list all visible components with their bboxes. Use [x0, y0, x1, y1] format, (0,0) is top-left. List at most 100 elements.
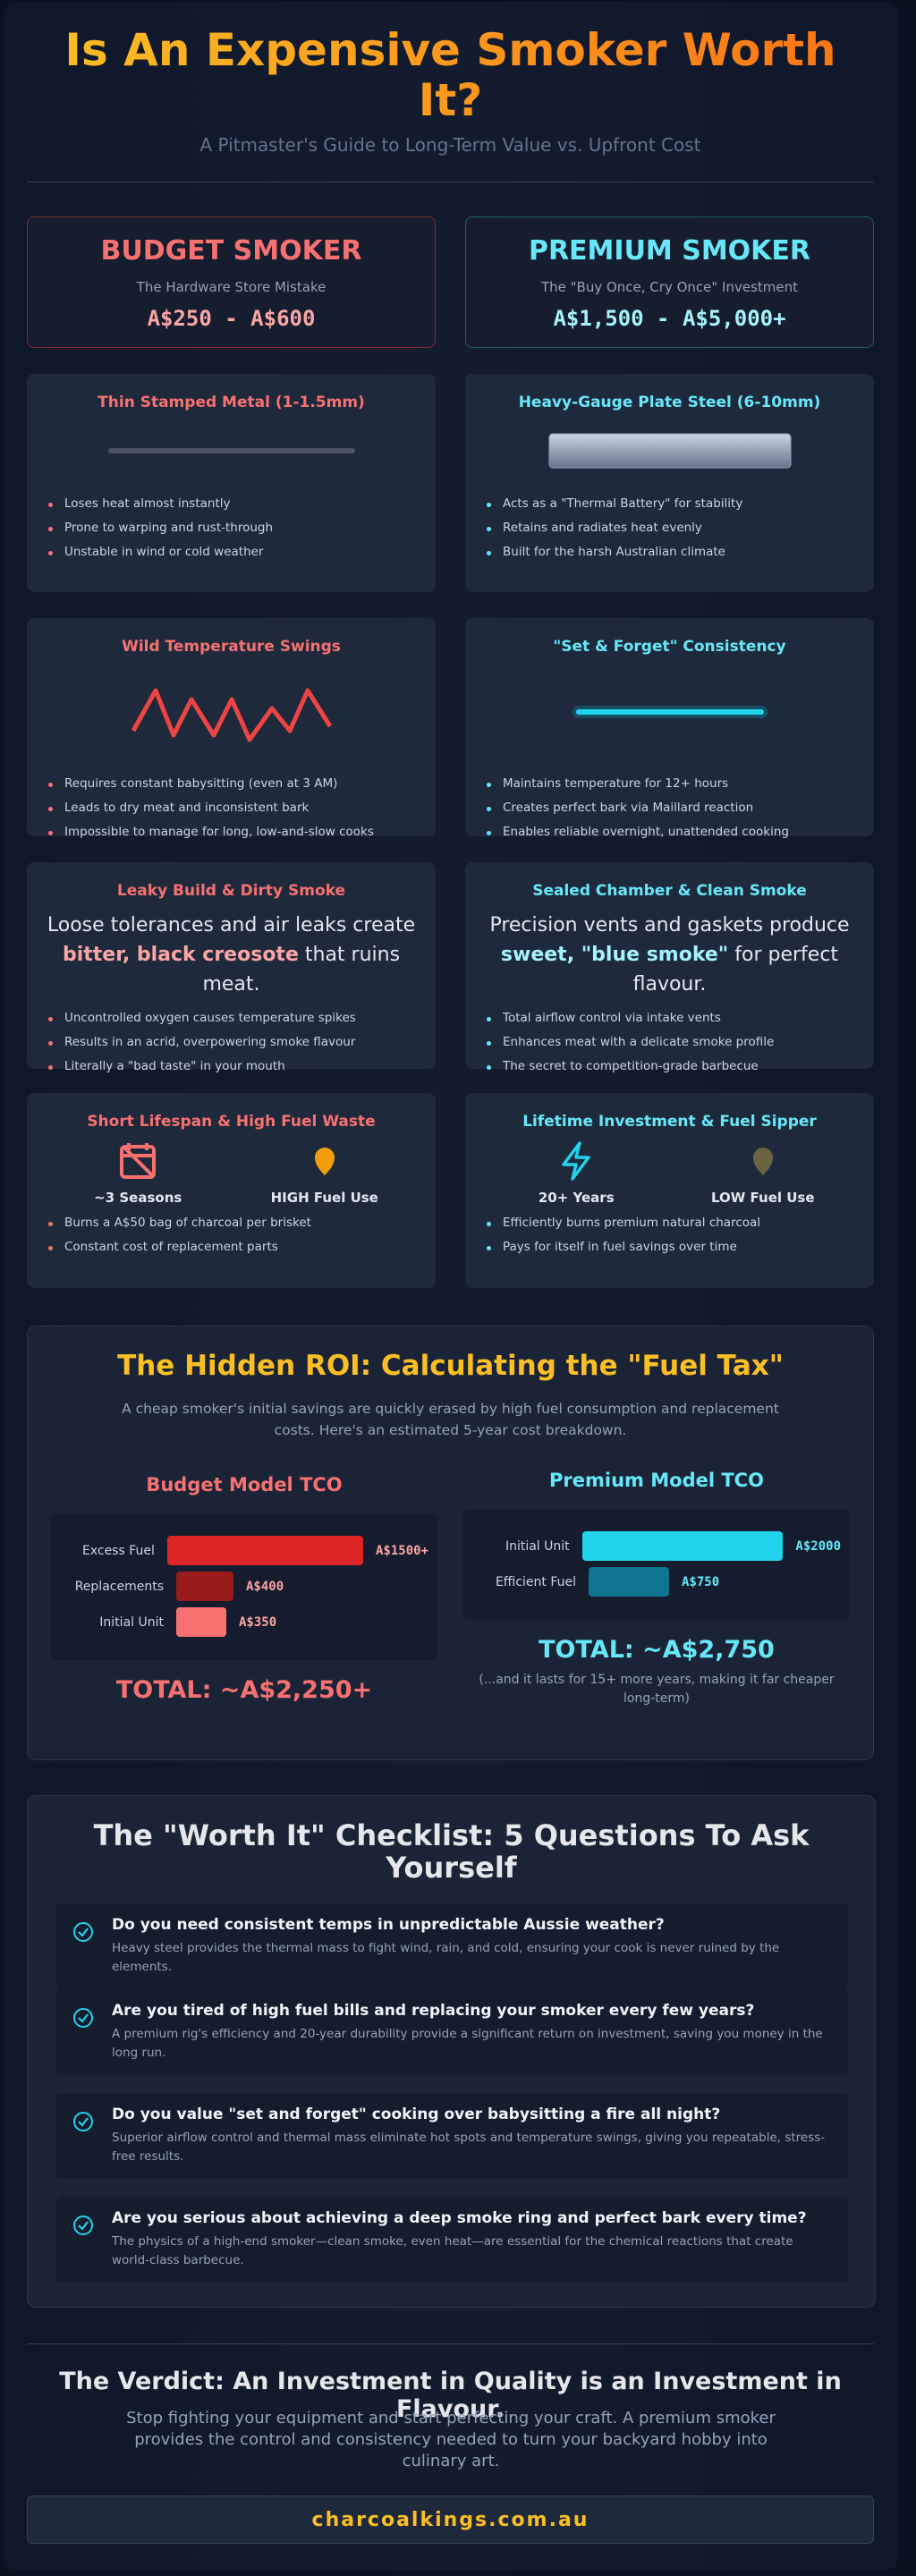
checklist-section: The "Worth It" Checklist: 5 Questions To…: [27, 1795, 876, 2308]
site-link[interactable]: charcoalkings.com.au: [311, 2508, 589, 2531]
stat-icon: [53, 1140, 223, 1184]
bullet: Burns a A$50 bag of charcoal per brisket: [48, 1211, 418, 1235]
stat-icon: [678, 1140, 848, 1184]
divider: [27, 2343, 874, 2344]
comparison-row: Leaky Build & Dirty Smoke Loose tolerance…: [27, 862, 874, 1073]
checklist-item: Are you tired of high fuel bills and rep…: [56, 1989, 848, 2075]
tier-price: A$1,500 - A$5,000+: [553, 306, 786, 331]
stat: LOW Fuel Use: [678, 1140, 848, 1206]
bar-value-label: A$400: [246, 1579, 284, 1594]
tier-row: BUDGET SMOKER The Hardware Store Mistake A…: [27, 216, 874, 348]
intro-part: for perfect flavour.: [632, 944, 839, 996]
highlight: bitter, black creosote: [62, 944, 299, 966]
bar: [581, 1531, 784, 1561]
tier-tagline: The Hardware Store Mistake: [136, 279, 327, 295]
bullet: Creates perfect bark via Maillard reacti…: [487, 796, 856, 820]
bar-label: Initial Unit: [99, 1614, 164, 1630]
intro-text: Loose tolerances and air leaks create bi…: [45, 911, 418, 999]
bar-label: Initial Unit: [505, 1538, 570, 1554]
bar-label: Efficient Fuel: [495, 1574, 576, 1589]
bullet: Constant cost of replacement parts: [48, 1235, 418, 1259]
bar-row: Excess Fuel A$1500+: [60, 1533, 428, 1569]
card-title: Lifetime Investment & Fuel Sipper: [522, 1113, 817, 1131]
bullet-list: Loses heat almost instantly Prone to warp…: [45, 492, 418, 564]
bullet: The secret to competition-grade barbecue: [487, 1055, 856, 1079]
bar: [589, 1567, 669, 1597]
check-icon: [72, 2215, 94, 2240]
budget-card: Short Lifespan & High Fuel Waste ~3 Seaso…: [27, 1093, 436, 1288]
intro-part: Loose tolerances and air leaks create: [47, 914, 416, 936]
question: Do you value "set and forget" cooking ov…: [112, 2106, 721, 2123]
bullet: Retains and radiates heat evenly: [487, 516, 856, 540]
illustration: [483, 415, 856, 487]
bar-value-label: A$750: [682, 1574, 720, 1589]
check-icon: [72, 2007, 94, 2032]
tier-price: A$250 - A$600: [147, 306, 316, 331]
illustration: [45, 659, 418, 767]
checklist-item: Do you need consistent temps in unpredic…: [56, 1903, 848, 1989]
question: Are you serious about achieving a deep s…: [112, 2209, 807, 2227]
stat: 20+ Years: [491, 1140, 661, 1206]
checklist-title: The "Worth It" Checklist: 5 Questions To…: [93, 1818, 810, 1885]
comparison-row: Wild Temperature Swings Requires constant…: [27, 618, 874, 839]
roi-title: The Hidden ROI: Calculating the "Fuel Ta…: [117, 1350, 784, 1382]
bar-row: Initial Unit A$2000: [472, 1529, 841, 1564]
answer: A premium rig's efficiency and 20-year d…: [112, 2027, 823, 2060]
stats: ~3 Seasons HIGH Fuel Use: [45, 1140, 418, 1206]
budget-card: Wild Temperature Swings Requires constant…: [27, 618, 436, 839]
bar-value-label: A$350: [239, 1614, 277, 1630]
bar-value-label: A$1500+: [375, 1543, 428, 1558]
stat-icon: [491, 1140, 661, 1184]
bullet: Acts as a "Thermal Battery" for stabilit…: [487, 492, 856, 516]
premium-card: Sealed Chamber & Clean Smoke Precision ve…: [465, 862, 874, 1073]
card-title: Short Lifespan & High Fuel Waste: [87, 1113, 376, 1131]
card-title: Wild Temperature Swings: [122, 638, 341, 656]
bullet: Maintains temperature for 12+ hours: [487, 772, 856, 796]
comparison-row: Thin Stamped Metal (1-1.5mm) Loses heat a…: [27, 374, 874, 592]
bullet-list: Maintains temperature for 12+ hours Creat…: [483, 772, 856, 844]
tco-total: TOTAL: ~A$2,250+: [115, 1675, 373, 1704]
bar-row: Efficient Fuel A$750: [472, 1564, 841, 1600]
bar: [166, 1536, 363, 1565]
tco-title: Premium Model TCO: [549, 1469, 764, 1491]
title: Is An Expensive Smoker Worth It?: [27, 25, 874, 125]
bullet: Prone to warping and rust-through: [48, 516, 418, 540]
illustration: [483, 659, 856, 767]
subtitle: A Pitmaster's Guide to Long-Term Value v…: [199, 134, 701, 156]
checklist-item: Do you value "set and forget" cooking ov…: [56, 2093, 848, 2179]
tier-label: PREMIUM SMOKER: [528, 235, 811, 267]
tier-tagline: The "Buy Once, Cry Once" Investment: [540, 279, 799, 295]
bullet-list: Total airflow control via intake vents En…: [483, 1006, 856, 1079]
bar: [176, 1572, 233, 1601]
bullet: Impossible to manage for long, low-and-s…: [48, 820, 418, 844]
bullet-list: Uncontrolled oxygen causes temperature s…: [45, 1006, 418, 1079]
stat-label: 20+ Years: [538, 1190, 615, 1206]
premium-header: PREMIUM SMOKER The "Buy Once, Cry Once" I…: [465, 216, 874, 348]
budget-tco: Budget Model TCO Excess Fuel A$1500+ Replac…: [51, 1474, 437, 1704]
infographic: Is An Expensive Smoker Worth It? A Pitmas…: [4, 2, 898, 2571]
tco-total: TOTAL: ~A$2,750: [539, 1635, 775, 1664]
check-icon: [72, 2111, 94, 2136]
bullet: Uncontrolled oxygen causes temperature s…: [48, 1006, 418, 1030]
bar-value-label: A$2000: [795, 1538, 841, 1554]
stat-label: ~3 Seasons: [94, 1190, 182, 1206]
comparison-row: Short Lifespan & High Fuel Waste ~3 Seaso…: [27, 1093, 874, 1288]
stat-label: HIGH Fuel Use: [270, 1190, 378, 1206]
answer: The physics of a high-end smoker—clean s…: [112, 2234, 793, 2267]
verdict-text: Stop fighting your equipment and start p…: [126, 2409, 776, 2470]
bar-label: Replacements: [74, 1579, 164, 1594]
roi-columns: Budget Model TCO Excess Fuel A$1500+ Replac…: [51, 1441, 850, 1736]
intro-part: that ruins meat.: [202, 944, 401, 996]
bar: [176, 1607, 226, 1637]
footer: charcoalkings.com.au: [27, 2496, 874, 2544]
bullet: Built for the harsh Australian climate: [487, 540, 856, 564]
roi-section: The Hidden ROI: Calculating the "Fuel Ta…: [27, 1326, 874, 1760]
check-icon: [72, 1921, 94, 1946]
tco-chart: Initial Unit A$2000 Efficient Fuel A$750: [463, 1508, 850, 1620]
bullet-list: Requires constant babysitting (even at 3…: [45, 772, 418, 844]
budget-card: Leaky Build & Dirty Smoke Loose tolerance…: [27, 862, 436, 1073]
stat: ~3 Seasons: [53, 1140, 223, 1206]
answer: Superior airflow control and thermal mas…: [112, 2131, 826, 2164]
bullet: Efficiently burns premium natural charco…: [487, 1211, 856, 1235]
